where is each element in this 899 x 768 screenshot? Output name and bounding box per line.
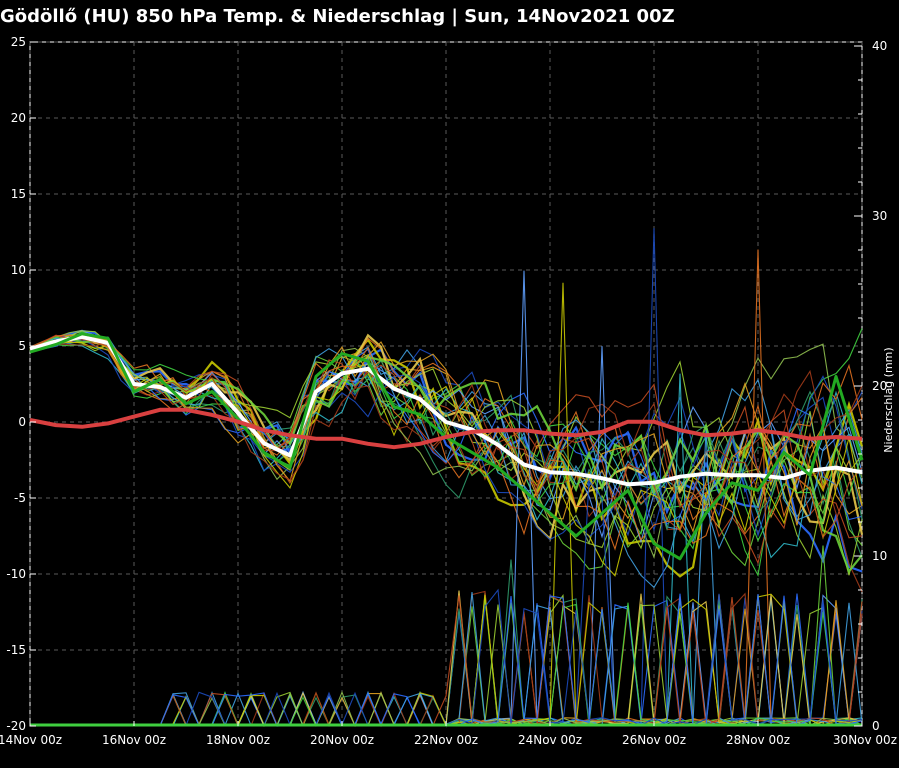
ensemble-member-temp-line bbox=[29, 335, 863, 529]
y-left-tick-label: -10 bbox=[6, 567, 26, 581]
x-tick-label: 28Nov 00z bbox=[726, 733, 790, 747]
ensemble-mean-temperature-line bbox=[29, 334, 863, 487]
y-right-axis-label: Niederschlag (mm) bbox=[882, 347, 895, 452]
x-tick-label: 24Nov 00z bbox=[518, 733, 582, 747]
ensemble-member-temp-line bbox=[29, 336, 863, 558]
y-right-tick-label: 30 bbox=[872, 209, 887, 223]
ensemble-member-temp-line bbox=[29, 340, 863, 509]
y-left-tick-label: 25 bbox=[11, 35, 26, 49]
main-series-layer bbox=[29, 332, 864, 561]
x-tick-label: 26Nov 00z bbox=[622, 733, 686, 747]
ensemble-member-temp-line bbox=[29, 337, 863, 574]
ensemble-member-temp-line bbox=[29, 339, 863, 565]
y-left-tick-label: -5 bbox=[14, 491, 26, 505]
y-left-tick-label: 15 bbox=[11, 187, 26, 201]
y-left-tick-label: 20 bbox=[11, 111, 26, 125]
x-tick-label: 16Nov 00z bbox=[102, 733, 166, 747]
y-right-tick-label: 20 bbox=[872, 379, 887, 393]
y-right-tick-label: 0 bbox=[872, 719, 880, 733]
x-tick-label: 22Nov 00z bbox=[414, 733, 478, 747]
x-tick-label: 14Nov 00z bbox=[0, 733, 62, 747]
x-tick-label: 18Nov 00z bbox=[206, 733, 270, 747]
axes-layer: 25 20 15 10 5 0 -5 -10 -15 -20 40 30 20 10 0 Niederschl… bbox=[0, 35, 897, 747]
y-left-tick-label: -20 bbox=[6, 719, 26, 733]
ensemble-member-temp-line bbox=[29, 334, 863, 551]
chart-title: Gödöllő (HU) 850 hPa Temp. & Niederschla… bbox=[0, 6, 675, 27]
ensemble-member-temp-line bbox=[29, 341, 863, 577]
y-left-tick-label: 5 bbox=[18, 339, 26, 353]
y-right-tick-label: 40 bbox=[872, 39, 887, 53]
y-right-tick-label: 10 bbox=[872, 549, 887, 563]
y-left-tick-label: -15 bbox=[6, 643, 26, 657]
x-tick-label: 30Nov 00z bbox=[833, 733, 897, 747]
y-left-tick-label: 10 bbox=[11, 263, 26, 277]
x-tick-label: 20Nov 00z bbox=[310, 733, 374, 747]
ensemble-member-temp-line bbox=[29, 337, 863, 589]
precipitation-sum-line bbox=[29, 407, 863, 450]
y-left-tick-label: 0 bbox=[18, 415, 26, 429]
